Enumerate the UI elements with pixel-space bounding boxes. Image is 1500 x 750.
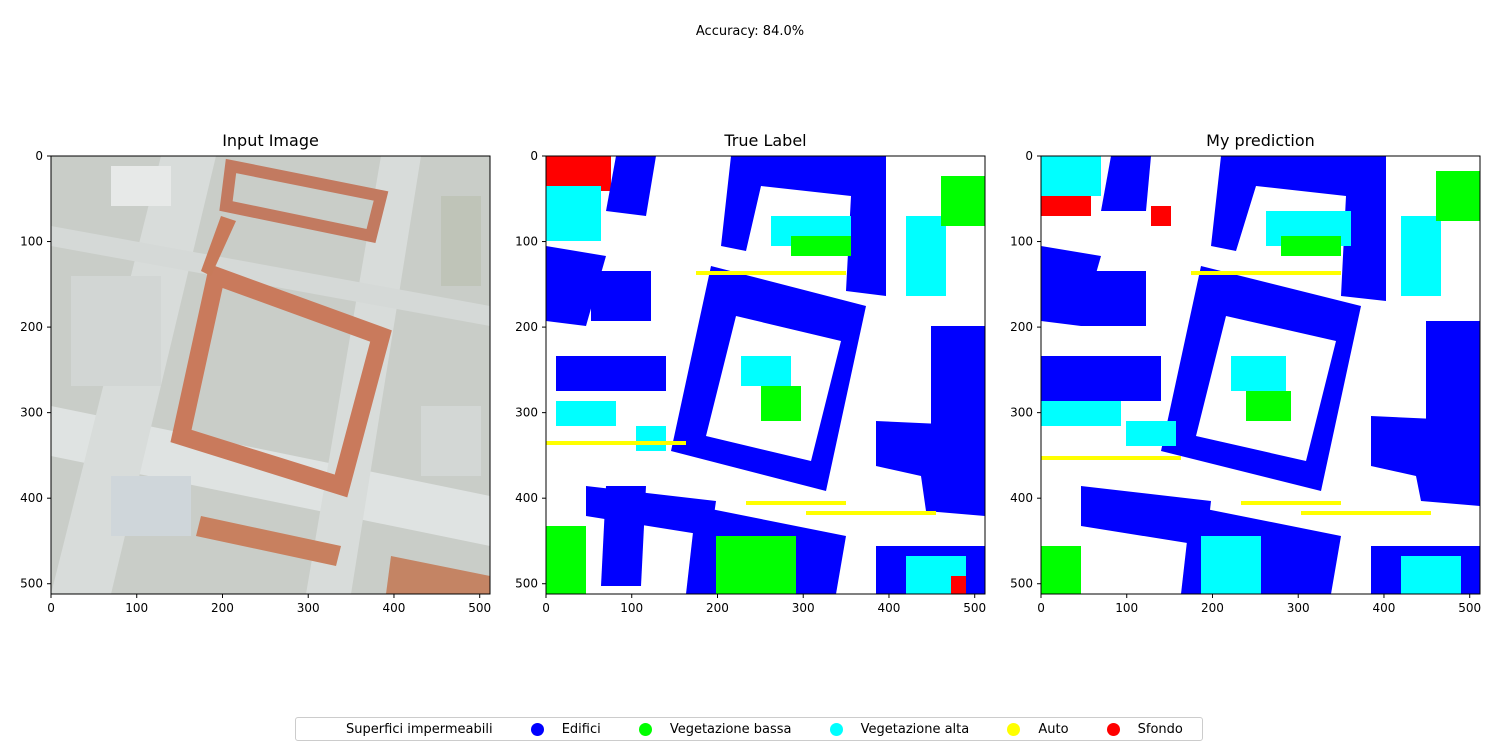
x-tick-label: 100: [125, 601, 148, 615]
y-tick-label: 500: [20, 577, 43, 591]
legend-marker-icon: [315, 722, 329, 736]
legend-marker-icon: [829, 722, 843, 736]
legend-entry: Sfondo: [1106, 721, 1183, 737]
legend-label: Superfici impermeabili: [346, 721, 493, 737]
y-tick-label: 0: [1025, 149, 1033, 163]
x-tick-label: 500: [963, 601, 986, 615]
legend-label: Sfondo: [1137, 721, 1183, 737]
y-tick-label: 400: [20, 491, 43, 505]
x-tick-label: 0: [542, 601, 550, 615]
legend-label: Vegetazione alta: [860, 721, 970, 737]
y-tick-label: 100: [515, 235, 538, 249]
y-tick-label: 100: [20, 235, 43, 249]
y-tick-label: 400: [515, 491, 538, 505]
legend-entry: Edifici: [530, 721, 601, 737]
x-tick-label: 0: [1037, 601, 1045, 615]
x-tick-label: 300: [792, 601, 815, 615]
legend-marker-icon: [638, 722, 652, 736]
x-tick-label: 300: [1287, 601, 1310, 615]
y-tick-label: 0: [35, 149, 43, 163]
x-tick-label: 400: [383, 601, 406, 615]
axes-frame: [1040, 155, 1481, 595]
x-tick-label: 400: [878, 601, 901, 615]
panel-title-input: Input Image: [222, 131, 319, 150]
input-image: [51, 156, 490, 594]
y-tick-label: 0: [530, 149, 538, 163]
figure-suptitle: Accuracy: 84.0%: [695, 24, 805, 39]
legend-label: Vegetazione bassa: [669, 721, 792, 737]
x-tick-label: 500: [1458, 601, 1481, 615]
legend-label: Auto: [1038, 721, 1069, 737]
panel-title-prediction: My prediction: [1206, 131, 1315, 150]
legend-entry: Vegetazione bassa: [638, 721, 792, 737]
y-tick-label: 400: [1010, 491, 1033, 505]
y-tick-label: 500: [515, 577, 538, 591]
y-tick-label: 100: [1010, 235, 1033, 249]
axes-frame: [50, 155, 491, 595]
x-tick-label: 200: [1201, 601, 1224, 615]
y-tick-label: 300: [515, 406, 538, 420]
legend-entry: Vegetazione alta: [829, 721, 970, 737]
legend-label: Edifici: [561, 721, 601, 737]
x-tick-label: 500: [468, 601, 491, 615]
prediction-axes: 0 100 200 300 400 500 0 100 200 300 400 500: [1010, 149, 1481, 615]
x-tick-label: 100: [620, 601, 643, 615]
true-label-image: [546, 156, 985, 594]
axes-frame: [545, 155, 986, 595]
x-tick-label: 0: [47, 601, 55, 615]
x-tick-label: 200: [211, 601, 234, 615]
true-label-axes: 0 100 200 300 400 500 0 100 200 300 400 500: [515, 149, 986, 615]
x-tick-label: 200: [706, 601, 729, 615]
panel-title-true: True Label: [724, 131, 807, 150]
x-tick-label: 300: [297, 601, 320, 615]
y-tick-label: 500: [1010, 577, 1033, 591]
y-tick-label: 300: [20, 406, 43, 420]
x-tick-label: 400: [1373, 601, 1396, 615]
y-tick-label: 200: [1010, 320, 1033, 334]
legend-marker-icon: [530, 722, 544, 736]
y-tick-label: 200: [515, 320, 538, 334]
prediction-image: [1041, 156, 1480, 594]
legend-marker-icon: [1106, 722, 1120, 736]
legend-marker-icon: [1007, 722, 1021, 736]
legend-entry: Auto: [1007, 721, 1069, 737]
y-tick-label: 300: [1010, 406, 1033, 420]
legend-entry: Superfici impermeabili: [315, 722, 493, 737]
legend: Superfici impermeabili Edifici Vegetazione…: [295, 717, 1203, 741]
y-tick-label: 200: [20, 320, 43, 334]
input-image-axes: 0 100 200 300 400 500 0 100 200 300 400 500: [20, 149, 491, 615]
x-tick-label: 100: [1115, 601, 1138, 615]
